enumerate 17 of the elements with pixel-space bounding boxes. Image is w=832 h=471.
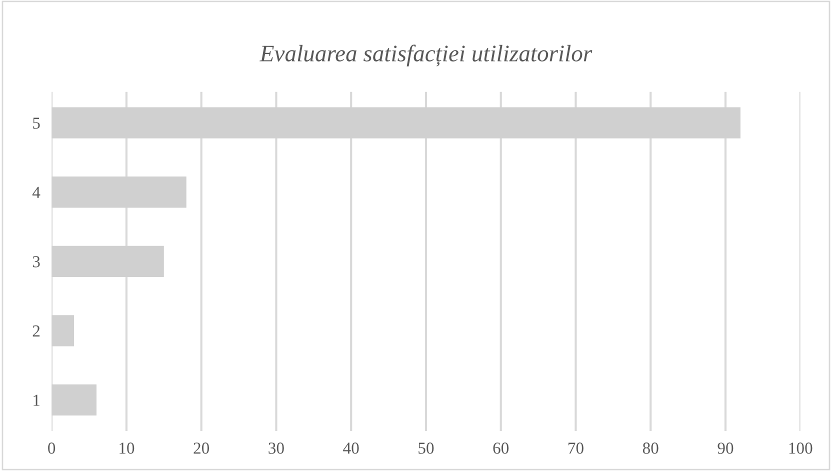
x-tick-label: 50 — [418, 442, 434, 454]
x-tick-label: 30 — [268, 442, 284, 454]
y-tick-label: 1 — [34, 394, 40, 406]
x-tick-label: 70 — [568, 442, 584, 454]
y-tick-label: 4 — [32, 186, 40, 198]
chart-title: Evaluarea satisfacției utilizatorilor — [260, 44, 592, 66]
x-tick-label: 90 — [718, 442, 734, 454]
x-tick-label: 20 — [194, 442, 210, 454]
y-tick-label: 3 — [32, 256, 40, 268]
x-tick-label: 80 — [642, 442, 658, 454]
x-tick-label: 10 — [120, 442, 134, 454]
x-tick-label: 60 — [493, 442, 509, 454]
x-tick-label: 0 — [48, 442, 56, 454]
x-tick-label: 100 — [789, 442, 812, 454]
x-tick-label: 40 — [343, 442, 359, 454]
y-tick-label: 5 — [33, 118, 40, 129]
y-tick-label: 2 — [32, 325, 40, 336]
